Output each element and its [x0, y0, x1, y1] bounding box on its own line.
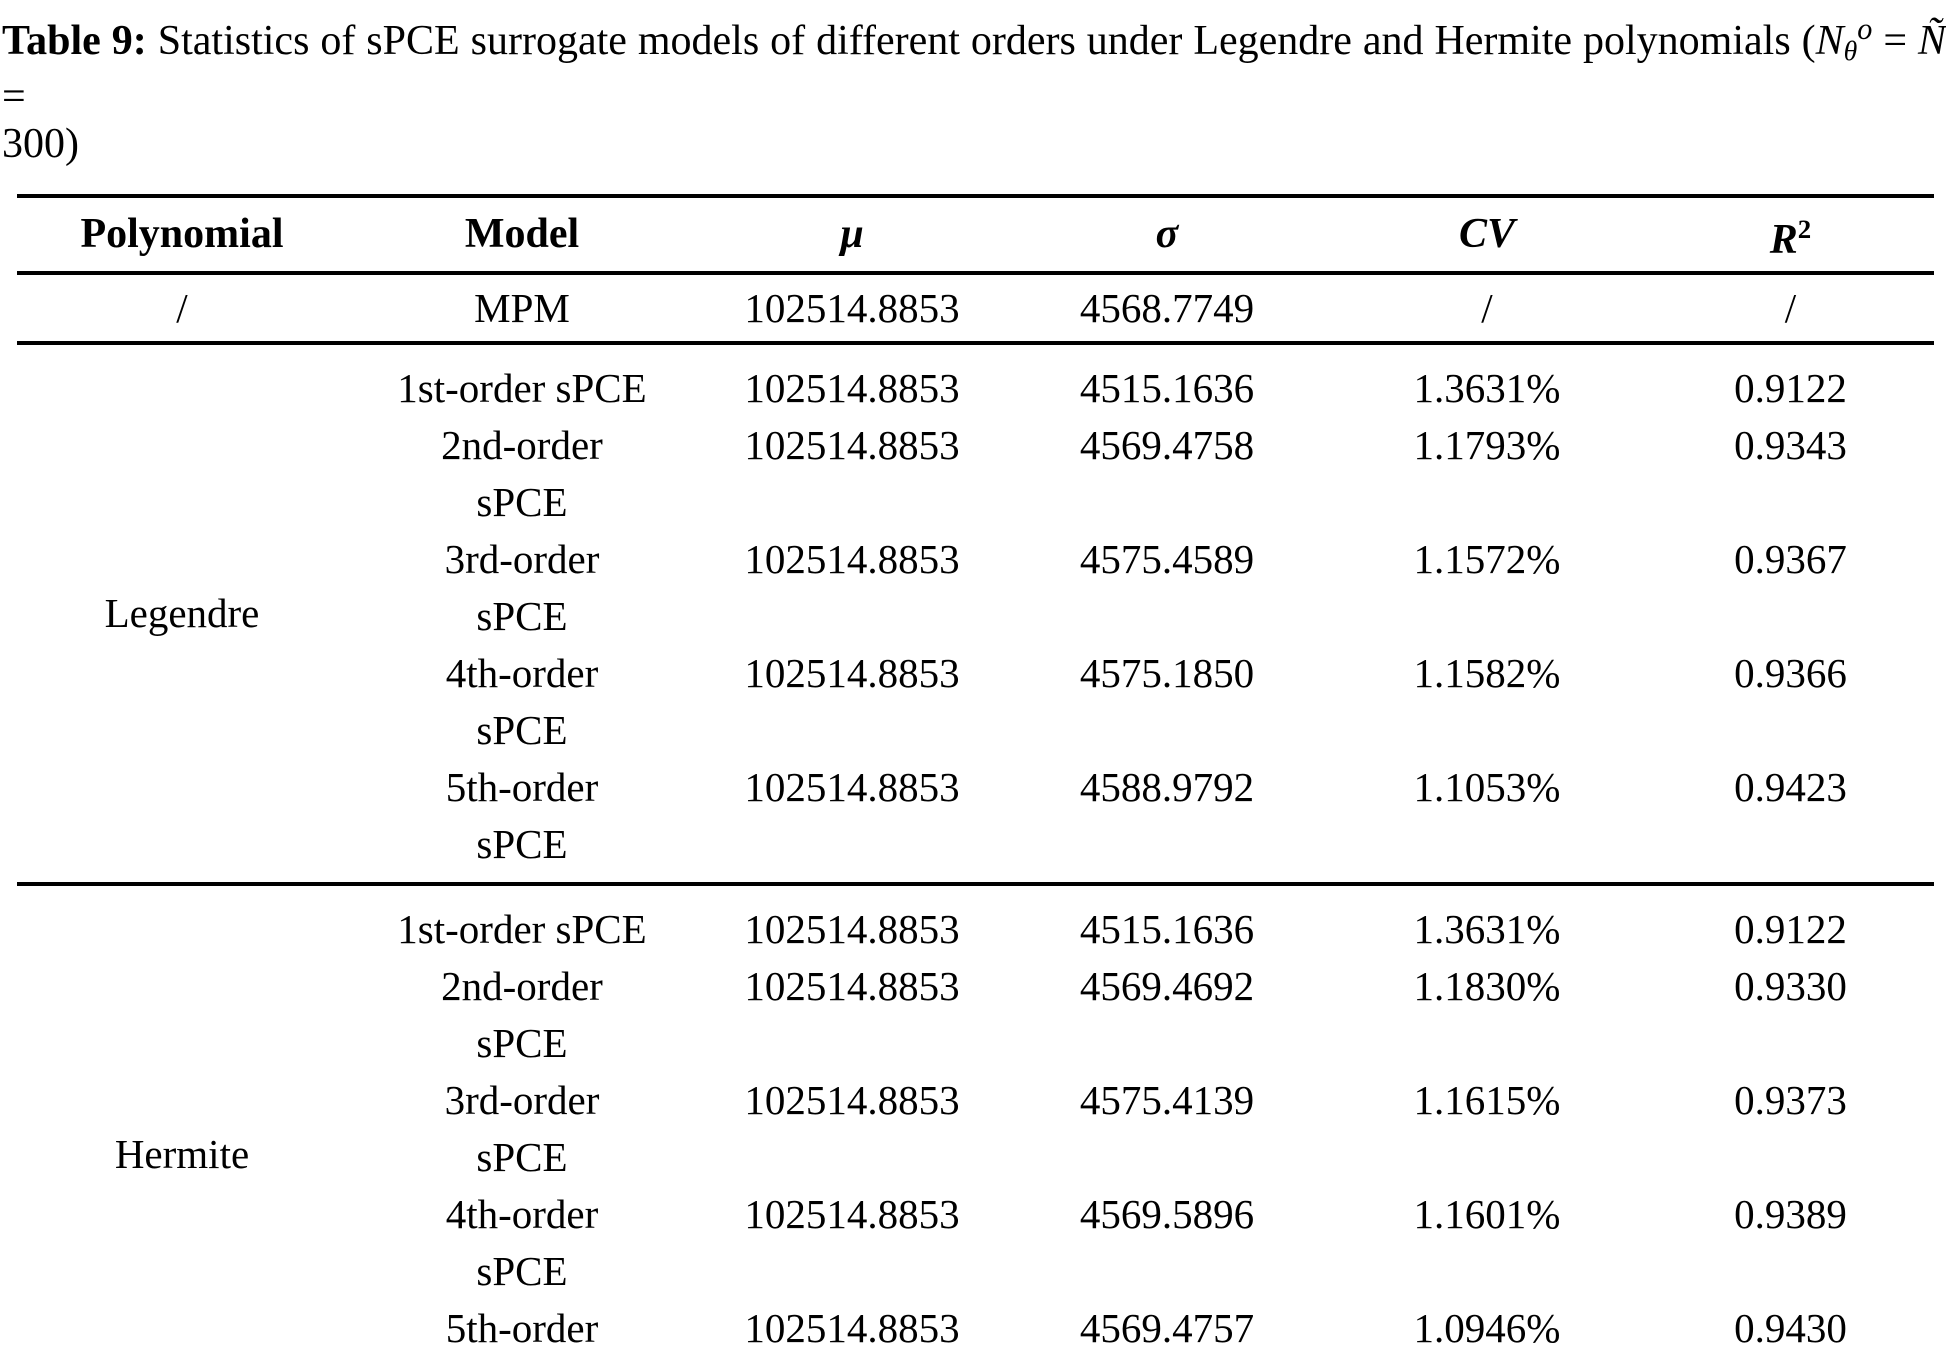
cell-sigma: 4569.4758	[1079, 422, 1255, 469]
table-row: 4th-order sPCE 102514.8853 4575.1850 1.1…	[17, 645, 1934, 759]
cell-model: 5th-order sPCE	[445, 1305, 599, 1371]
cell-polynomial: /	[176, 284, 188, 331]
table-row-mpm: / MPM 102514.8853 4568.7749 / /	[17, 273, 1934, 344]
math-equals: =	[1872, 18, 1918, 65]
cell-cv: 1.1053%	[1413, 764, 1561, 811]
cell-r2: 0.9330	[1734, 963, 1847, 1010]
caption-line-1: Table 9: Statistics of sPCE surrogate mo…	[2, 6, 1946, 121]
header-polynomial: Polynomial	[80, 211, 284, 258]
cell-r2: 0.9122	[1734, 365, 1847, 412]
header-mu: μ	[840, 211, 864, 258]
cell-model: 2nd-order sPCE	[441, 963, 603, 1067]
cell-mu: 102514.8853	[744, 536, 960, 583]
cell-mu: 102514.8853	[744, 963, 960, 1010]
cell-mu: 102514.8853	[744, 1077, 960, 1124]
cell-sigma: 4569.4692	[1079, 963, 1255, 1010]
cell-model: 1st-order sPCE	[397, 906, 647, 953]
cell-model: 3rd-order sPCE	[444, 1077, 600, 1181]
cell-sigma: 4568.7749	[1079, 284, 1255, 331]
cell-mu: 102514.8853	[744, 650, 960, 697]
table-row: 4th-order sPCE 102514.8853 4569.5896 1.1…	[17, 1186, 1934, 1300]
table-row: 3rd-order sPCE 102514.8853 4575.4139 1.1…	[17, 1072, 1934, 1186]
cell-mu: 102514.8853	[744, 1305, 960, 1352]
table-row: Legendre 1st-order sPCE 102514.8853 4515…	[17, 343, 1934, 636]
table-header-row: Polynomial Model μ σ CV R2	[17, 196, 1934, 274]
cell-sigma: 4569.5896	[1079, 1191, 1255, 1238]
cell-r2: 0.9430	[1734, 1305, 1847, 1352]
cell-r2: 0.9366	[1734, 650, 1847, 697]
math-subscript-theta: θ	[1843, 35, 1858, 67]
cell-r2: 0.9373	[1734, 1077, 1847, 1124]
caption-text: Statistics of sPCE surrogate models of d…	[146, 18, 1816, 65]
cell-r2: /	[1784, 284, 1797, 331]
cell-model: 4th-order sPCE	[445, 650, 599, 754]
cell-r2: 0.9367	[1734, 536, 1847, 583]
table-row: 2nd-order sPCE 102514.8853 4569.4758 1.1…	[17, 417, 1934, 531]
cell-mu: 102514.8853	[744, 422, 960, 469]
table-row: 3rd-order sPCE 102514.8853 4575.4589 1.1…	[17, 531, 1934, 645]
math-superscript-o: o	[1857, 12, 1873, 46]
cell-cv: 1.3631%	[1413, 906, 1561, 953]
cell-sigma: 4569.4757	[1079, 1305, 1255, 1352]
cell-sigma: 4575.1850	[1079, 650, 1255, 697]
cell-model: 3rd-order sPCE	[444, 536, 600, 640]
caption-label: Table 9:	[2, 18, 147, 65]
cell-cv: 1.1572%	[1413, 536, 1561, 583]
cell-cv: 1.0946%	[1413, 1305, 1561, 1352]
caption-line-2: 300)	[2, 121, 79, 168]
cell-model: 1st-order sPCE	[397, 365, 647, 412]
cell-sigma: 4575.4589	[1079, 536, 1255, 583]
cell-mu: 102514.8853	[744, 365, 960, 412]
cell-cv: 1.1615%	[1413, 1077, 1561, 1124]
cell-r2: 0.9122	[1734, 906, 1847, 953]
header-r2-base: R	[1769, 216, 1798, 263]
cell-mu: 102514.8853	[744, 906, 960, 953]
cell-mu: 102514.8853	[744, 764, 960, 811]
table-row: 2nd-order sPCE 102514.8853 4569.4692 1.1…	[17, 958, 1934, 1072]
cell-model: 4th-order sPCE	[445, 1191, 599, 1295]
table-caption: Table 9: Statistics of sPCE surrogate mo…	[0, 0, 1946, 168]
math-symbol-N-tilde: Ñ	[1917, 18, 1946, 65]
math-symbol-N: N	[1815, 18, 1844, 65]
table-row: 5th-order sPCE 102514.8853 4569.4757 1.0…	[17, 1300, 1934, 1371]
header-sigma: σ	[1155, 211, 1179, 258]
cell-sigma: 4515.1636	[1079, 906, 1255, 953]
cell-r2: 0.9389	[1734, 1191, 1847, 1238]
header-r2: R2	[1647, 196, 1934, 273]
cell-model: 2nd-order sPCE	[441, 422, 603, 526]
math-equals-2: =	[2, 74, 26, 121]
cell-mu: 102514.8853	[744, 1191, 960, 1238]
cell-r2: 0.9343	[1734, 422, 1847, 469]
cell-cv: 1.1793%	[1413, 422, 1561, 469]
header-cv: CV	[1458, 211, 1516, 258]
table-row: Hermite 1st-order sPCE 102514.8853 4515.…	[17, 884, 1934, 1177]
cell-cv: 1.1601%	[1413, 1191, 1561, 1238]
cell-model: MPM	[474, 284, 570, 331]
cell-cv: 1.1830%	[1413, 963, 1561, 1010]
cell-r2: 0.9423	[1734, 764, 1847, 811]
cell-cv: /	[1481, 284, 1493, 331]
header-r2-superscript: 2	[1797, 213, 1812, 244]
cell-polynomial-group-hermite: Hermite	[114, 1130, 250, 1177]
statistics-table: Polynomial Model μ σ CV R2 / MPM 102514.…	[17, 194, 1934, 1371]
cell-cv: 1.1582%	[1413, 650, 1561, 697]
cell-sigma: 4575.4139	[1079, 1077, 1255, 1124]
cell-sigma: 4588.9792	[1079, 764, 1255, 811]
cell-sigma: 4515.1636	[1079, 365, 1255, 412]
cell-model: 5th-order sPCE	[445, 764, 599, 868]
cell-cv: 1.3631%	[1413, 365, 1561, 412]
cell-polynomial-group-legendre: Legendre	[104, 590, 260, 637]
table-row: 5th-order sPCE 102514.8853 4588.9792 1.1…	[17, 759, 1934, 885]
cell-mu: 102514.8853	[744, 284, 960, 331]
header-model: Model	[464, 211, 580, 258]
